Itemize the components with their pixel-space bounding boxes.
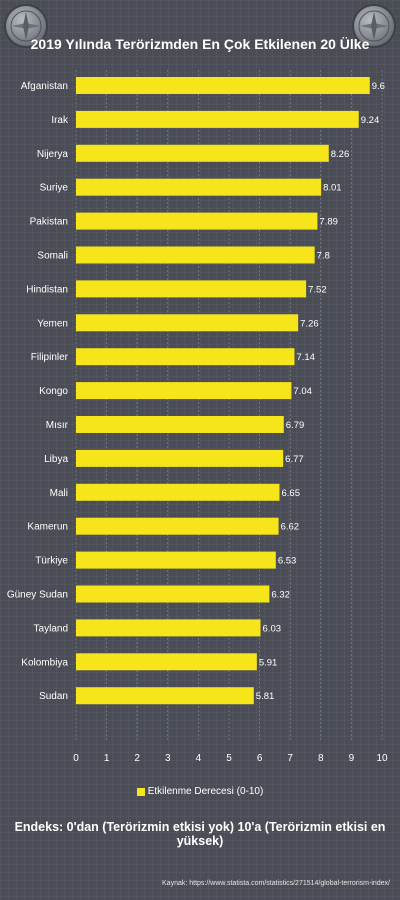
x-tick-label: 9 (349, 753, 355, 764)
data-label: 8.26 (331, 149, 350, 160)
bar (76, 382, 292, 400)
bar (76, 77, 370, 94)
data-label: 6.03 (263, 623, 282, 634)
category-label: Güney Sudan (7, 590, 68, 601)
category-label: Afganistan (21, 81, 68, 92)
category-label: Hindistan (26, 284, 68, 295)
data-label: 7.89 (319, 217, 338, 228)
category-label: Somali (37, 251, 68, 262)
category-label: Filipinler (31, 352, 69, 363)
x-tick-label: 6 (257, 753, 263, 764)
category-label: Tayland (34, 623, 68, 634)
bar (76, 110, 359, 128)
category-label: Suriye (40, 183, 69, 194)
x-tick-label: 7 (287, 753, 293, 764)
bar (76, 585, 270, 603)
chart-legend: Etkilenme Derecesi (0-10) (0, 786, 400, 797)
index-note: Endeks: 0'dan (Terörizmin etkisi yok) 10… (14, 820, 386, 848)
category-label: Yemen (37, 318, 68, 329)
bar (76, 687, 254, 705)
bar (76, 212, 318, 230)
data-label: 8.01 (323, 183, 342, 194)
category-label: Mısır (46, 420, 69, 431)
bar (76, 178, 322, 196)
x-tick-label: 10 (376, 753, 388, 764)
data-label: 7.26 (300, 318, 319, 329)
legend-label: Etkilenme Derecesi (0-10) (147, 786, 264, 797)
x-tick-label: 5 (226, 753, 232, 764)
bar-chart: 0 1 2 3 4 5 6 7 8 9 10 Afganistan 9.6 Irak 9.24 Nijerya… (7, 70, 388, 764)
data-label: 7.52 (308, 284, 327, 295)
data-label: 7.8 (317, 251, 330, 262)
bar (76, 483, 280, 501)
category-label: Libya (44, 454, 68, 465)
data-label: 5.91 (259, 657, 278, 668)
data-label: 7.04 (293, 386, 312, 397)
data-label: 6.79 (286, 420, 305, 431)
data-label: 6.65 (281, 488, 300, 499)
category-label: Mali (50, 488, 68, 499)
bar (76, 653, 257, 671)
category-label: Sudan (39, 691, 68, 702)
logo-left (6, 6, 46, 46)
data-label: 6.62 (281, 522, 300, 533)
category-label: Kongo (39, 386, 68, 397)
bar (76, 348, 295, 366)
x-tick-label: 4 (196, 753, 202, 764)
category-label: Kolombiya (21, 657, 68, 668)
page-title: 2019 Yılında Terörizmden En Çok Etkilene… (30, 36, 370, 52)
x-tick-label: 1 (104, 753, 110, 764)
x-tick-label: 8 (318, 753, 324, 764)
data-label: 6.32 (271, 590, 290, 601)
data-label: 9.6 (372, 81, 385, 92)
category-label: Kamerun (27, 522, 68, 533)
x-tick-label: 0 (73, 753, 79, 764)
bar (76, 280, 307, 298)
data-label: 7.14 (296, 352, 315, 363)
compass-emblem-icon (10, 10, 42, 42)
data-label: 9.24 (361, 115, 380, 126)
data-label: 5.81 (256, 691, 275, 702)
bar (76, 314, 299, 332)
logo-right (354, 6, 394, 46)
bar (76, 551, 276, 569)
data-label: 6.77 (285, 454, 304, 465)
bar (76, 619, 261, 637)
data-label: 6.53 (278, 556, 297, 567)
bar (76, 246, 315, 264)
source-citation: Kaynak: https://www.statista.com/statist… (162, 880, 390, 887)
x-tick-label: 3 (165, 753, 171, 764)
bar (76, 517, 279, 535)
bar (76, 416, 284, 433)
bar (76, 144, 329, 162)
bar (76, 449, 284, 467)
category-label: Nijerya (37, 149, 69, 160)
category-label: Türkiye (35, 556, 68, 567)
category-label: Irak (51, 115, 69, 126)
compass-emblem-icon (358, 10, 390, 42)
x-tick-label: 2 (134, 753, 140, 764)
legend-swatch (136, 787, 145, 796)
category-label: Pakistan (30, 217, 68, 228)
